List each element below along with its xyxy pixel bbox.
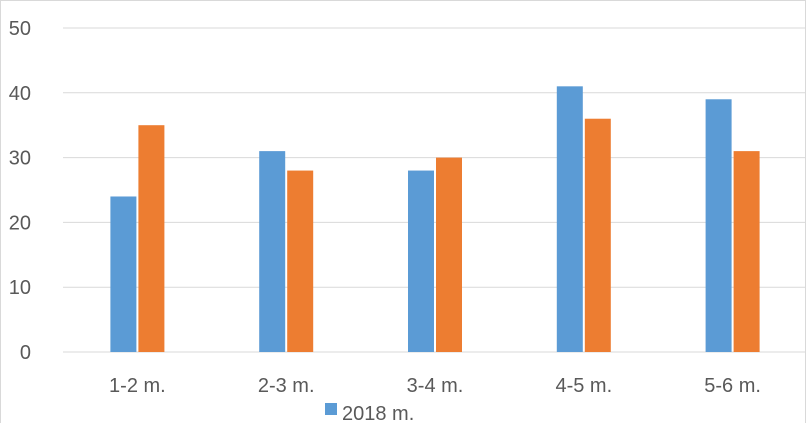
bar-series-2-1-2-m xyxy=(138,125,165,352)
x-tick-label-5: 5-6 m. xyxy=(704,375,761,397)
y-axis-tick-labels: 0 10 20 30 40 50 xyxy=(9,18,31,364)
x-tick-label-2: 2-3 m. xyxy=(258,375,315,397)
bar-series-2-3-4-m xyxy=(436,157,462,352)
bars xyxy=(110,86,760,352)
y-tick-label-10: 10 xyxy=(9,277,31,299)
y-tick-label-50: 50 xyxy=(9,18,31,40)
bar-series-2-2-3-m xyxy=(287,170,314,352)
x-axis-tick-labels: 1-2 m. 2-3 m. 3-4 m. 4-5 m. 5-6 m. xyxy=(109,375,761,397)
legend-swatch-series-1 xyxy=(325,403,337,415)
bar-series-2-4-5-m xyxy=(584,118,611,352)
bar-series-1-5-6-m xyxy=(705,99,732,352)
bar-series-2-5-6-m xyxy=(733,151,760,352)
y-tick-label-0: 0 xyxy=(20,342,31,364)
legend-label-series-1: 2018 m. xyxy=(342,403,414,424)
bar-series-1-2-3-m xyxy=(259,151,286,352)
y-tick-label-40: 40 xyxy=(9,83,31,105)
y-tick-label-20: 20 xyxy=(9,212,31,234)
bar-series-1-1-2-m xyxy=(110,196,137,352)
x-tick-label-3: 3-4 m. xyxy=(407,375,464,397)
x-tick-label-1: 1-2 m. xyxy=(109,375,166,397)
legend: 2018 m. xyxy=(325,403,414,424)
bar-series-1-3-4-m xyxy=(408,170,434,352)
bar-series-1-4-5-m xyxy=(556,86,583,352)
y-tick-label-30: 30 xyxy=(9,148,31,170)
x-tick-label-4: 4-5 m. xyxy=(555,375,612,397)
